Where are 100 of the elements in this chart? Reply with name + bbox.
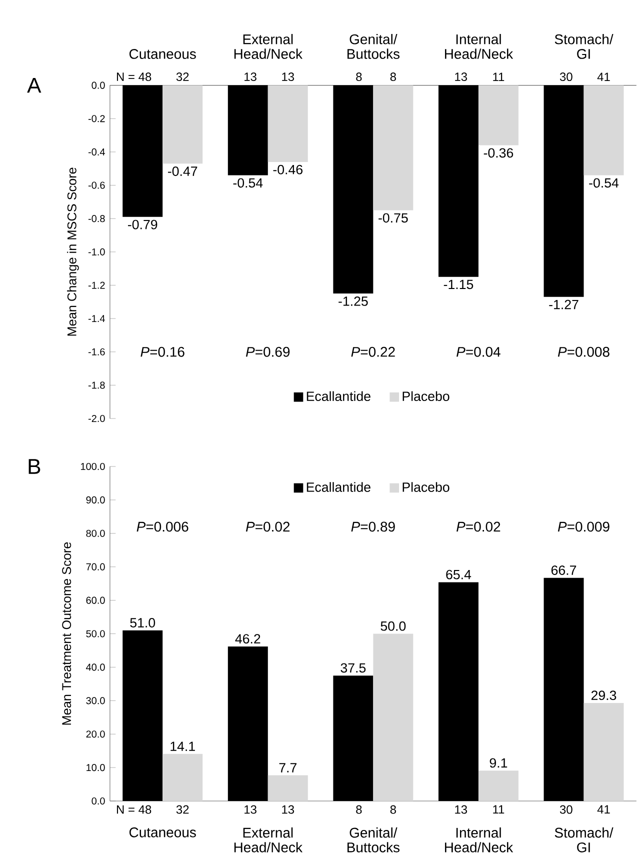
data-label: 37.5 bbox=[340, 663, 366, 673]
data-label: -1.27 bbox=[549, 300, 578, 310]
bar bbox=[228, 646, 268, 802]
y-tick-label: 60.0 bbox=[86, 596, 105, 604]
text: N = 48 bbox=[116, 72, 152, 82]
chart-title: B bbox=[28, 459, 40, 474]
x-tick-label: Stomach/ GI bbox=[554, 827, 614, 852]
annotation: P=0.02 bbox=[246, 522, 290, 532]
data-label: -0.46 bbox=[273, 164, 302, 174]
bar bbox=[333, 676, 374, 802]
y-tick-label: 0.0 bbox=[92, 82, 105, 89]
bar bbox=[268, 775, 308, 802]
text: 8 bbox=[390, 805, 396, 814]
y-tick-label: 100.0 bbox=[80, 462, 105, 470]
text: 8 bbox=[390, 72, 396, 82]
x-tick-label: External Head/Neck bbox=[234, 827, 302, 852]
y-tick-label: 50.0 bbox=[86, 630, 105, 638]
y-tick-label: -1.4 bbox=[88, 315, 105, 322]
text: 13 bbox=[282, 72, 294, 82]
y-tick-label: 30.0 bbox=[86, 697, 105, 704]
data-label: -0.47 bbox=[168, 166, 198, 176]
annotation: P=0.008 bbox=[558, 346, 610, 357]
data-label: 51.0 bbox=[130, 618, 156, 628]
annotation: P=0.04 bbox=[456, 346, 500, 357]
data-label: 14.1 bbox=[170, 742, 195, 751]
data-label: -1.25 bbox=[338, 296, 368, 306]
text: 11 bbox=[493, 805, 504, 814]
y-tick-label: 0.0 bbox=[92, 797, 105, 805]
data-label: -0.79 bbox=[128, 220, 158, 230]
text: 30 bbox=[560, 72, 572, 82]
y-tick-label: -1.2 bbox=[88, 282, 105, 289]
y-tick-label: 40.0 bbox=[86, 664, 105, 671]
y-tick-label: -1.8 bbox=[88, 382, 105, 389]
text: 41 bbox=[597, 72, 610, 82]
text: N = 48 bbox=[116, 805, 152, 814]
data-label: -0.75 bbox=[378, 213, 408, 223]
data-label: -0.36 bbox=[484, 148, 514, 158]
data-label: 46.2 bbox=[235, 634, 260, 644]
legend-label: Placebo bbox=[402, 391, 450, 402]
text: 32 bbox=[176, 805, 189, 814]
y-tick-label: -0.4 bbox=[88, 148, 105, 156]
x-tick-label: Genital/ Buttocks bbox=[347, 827, 400, 852]
text: 13 bbox=[244, 72, 256, 82]
x-tick-label: Internal Head/Neck bbox=[444, 34, 514, 59]
y-tick-label: 90.0 bbox=[86, 496, 105, 504]
annotation: P=0.16 bbox=[140, 346, 184, 357]
annotation: P=0.69 bbox=[246, 346, 290, 357]
x-tick-label: Cutaneous bbox=[129, 827, 196, 838]
data-label: -0.54 bbox=[233, 178, 263, 188]
chart-title: A bbox=[27, 78, 42, 93]
text: 11 bbox=[493, 72, 504, 82]
x-tick-label: External Head/Neck bbox=[234, 34, 302, 59]
text: 8 bbox=[356, 72, 362, 82]
y-axis-title: Mean Treatment Outcome Score bbox=[62, 542, 72, 725]
data-label: 7.7 bbox=[279, 763, 296, 772]
bar bbox=[584, 702, 624, 802]
data-label: -0.54 bbox=[589, 178, 619, 188]
y-tick-label: -1.0 bbox=[88, 248, 105, 256]
bar bbox=[373, 634, 414, 802]
text: 8 bbox=[356, 805, 362, 814]
text: 41 bbox=[597, 805, 610, 814]
bar bbox=[162, 754, 203, 802]
y-tick-label: 70.0 bbox=[86, 563, 105, 570]
y-tick-label: 10.0 bbox=[86, 764, 105, 772]
text: 32 bbox=[176, 72, 189, 82]
annotation: P=0.006 bbox=[136, 522, 188, 532]
text: 30 bbox=[560, 805, 572, 814]
text: 13 bbox=[455, 72, 467, 82]
x-tick-label: Internal Head/Neck bbox=[444, 827, 514, 852]
x-tick-label: Genital/ Buttocks bbox=[347, 34, 400, 59]
legend-label: Ecallantide bbox=[306, 391, 370, 402]
annotation: P=0.89 bbox=[351, 522, 395, 532]
y-tick-label: -2.0 bbox=[88, 414, 105, 422]
text: 13 bbox=[244, 805, 256, 814]
y-tick-label: -1.6 bbox=[88, 348, 105, 356]
x-tick-label: Stomach/ GI bbox=[554, 34, 614, 59]
data-label: 29.3 bbox=[591, 690, 616, 700]
y-tick-label: -0.2 bbox=[88, 115, 105, 122]
y-tick-label: -0.6 bbox=[88, 182, 105, 189]
bar bbox=[478, 770, 518, 802]
data-label: 50.0 bbox=[380, 621, 406, 631]
annotation: P=0.22 bbox=[351, 346, 395, 357]
x-tick-label: Cutaneous bbox=[129, 49, 196, 59]
bar bbox=[544, 578, 584, 802]
data-label: 66.7 bbox=[551, 566, 576, 575]
y-axis-title: Mean Change in MSCS Score bbox=[67, 168, 79, 336]
legend-label: Ecallantide bbox=[306, 482, 370, 492]
y-tick-label: -0.8 bbox=[88, 215, 105, 222]
data-label: 65.4 bbox=[446, 570, 472, 580]
bar bbox=[122, 630, 163, 802]
annotation: P=0.009 bbox=[558, 522, 610, 532]
bar bbox=[438, 582, 478, 802]
text: 13 bbox=[455, 805, 467, 814]
annotation: P=0.02 bbox=[456, 522, 500, 532]
data-label: -1.15 bbox=[444, 280, 474, 290]
y-tick-label: 20.0 bbox=[86, 730, 105, 738]
data-label: 9.1 bbox=[490, 758, 508, 768]
text: 13 bbox=[282, 805, 294, 814]
legend-label: Placebo bbox=[402, 482, 450, 492]
y-tick-label: 80.0 bbox=[86, 530, 105, 537]
